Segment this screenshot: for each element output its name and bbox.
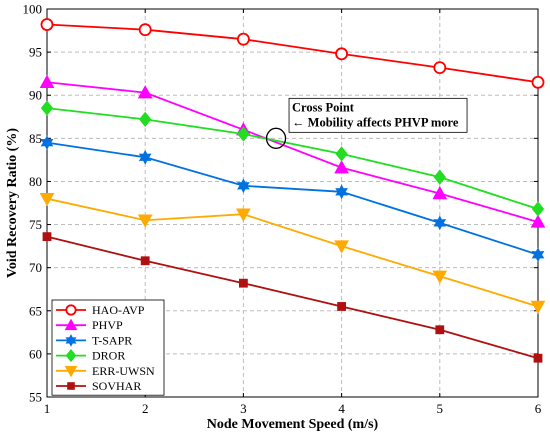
data-point-hao-avp [433, 61, 447, 75]
data-point-phvp [334, 160, 349, 174]
y-tick-label: 75 [29, 217, 42, 232]
data-point-err-uwsn [137, 214, 153, 228]
data-point-err-uwsn [39, 192, 55, 207]
data-point-sovhar [42, 232, 52, 242]
legend-entry-dror: DROR [56, 349, 125, 363]
series-line-dror [46, 107, 539, 210]
data-point-sovhar [337, 302, 347, 311]
data-point-t-sapr [433, 215, 447, 231]
data-point-err-uwsn [530, 300, 546, 314]
y-tick-label: 95 [29, 45, 42, 60]
data-point-phvp [432, 185, 448, 200]
annotation-title: Cross Point [292, 100, 355, 114]
series-line-t-sapr [46, 141, 539, 256]
data-point-sovhar [533, 353, 543, 363]
series-sovhar [42, 232, 543, 363]
data-point-err-uwsn [432, 270, 448, 284]
x-tick-label: 5 [437, 401, 444, 416]
series-line-err-uwsn [46, 197, 539, 308]
data-point-err-uwsn [334, 240, 349, 254]
data-point-phvp [39, 74, 55, 88]
y-tick-label: 80 [29, 174, 42, 189]
legend-marker-t-sapr [65, 334, 77, 347]
data-point-t-sapr [40, 135, 54, 150]
legend-entry-hao-avp: HAO-AVP [56, 303, 145, 317]
data-point-sovhar [239, 278, 248, 288]
cross-point-marker [265, 127, 287, 149]
data-point-dror [237, 126, 250, 142]
legend-label: PHVP [92, 318, 123, 332]
legend-label: DROR [92, 349, 125, 363]
legend-label: SOVHAR [92, 379, 141, 393]
legend-marker-err-uwsn [64, 365, 78, 378]
series-line-hao-avp [46, 23, 539, 84]
data-point-phvp [137, 85, 153, 99]
data-point-hao-avp [138, 23, 152, 37]
x-axis-label: Node Movement Speed (m/s) [207, 417, 379, 432]
legend-entry-t-sapr: T-SAPR [56, 333, 132, 347]
legend-label: ERR-UWSN [92, 364, 155, 378]
annotation-box [288, 97, 468, 133]
y-tick-label: 85 [29, 131, 42, 146]
x-tick-label: 3 [240, 401, 247, 416]
data-point-sovhar [140, 256, 150, 266]
y-tick-label: 60 [29, 346, 42, 361]
data-point-dror [139, 111, 152, 127]
axis-ticks: 1 2 3 4 5 6 55 60 65 70 75 80 85 90 95 100 [23, 2, 542, 417]
y-axis-label: Void Recovery Ratio (%) [5, 128, 20, 278]
data-point-t-sapr [531, 247, 545, 263]
annotation-group: Cross Point ← Mobility affects PHVP more [265, 97, 468, 149]
series-line-phvp [46, 81, 539, 223]
data-point-t-sapr [335, 184, 348, 200]
legend-label: HAO-AVP [92, 303, 145, 317]
data-point-t-sapr [138, 149, 152, 165]
data-point-hao-avp [335, 47, 349, 61]
legend-entry-phvp: PHVP [56, 318, 123, 332]
legend-box [51, 299, 165, 396]
x-tick-label: 2 [142, 401, 149, 416]
y-tick-label: 65 [29, 303, 42, 318]
series-t-sapr [40, 135, 545, 263]
data-point-phvp [530, 214, 546, 228]
data-point-err-uwsn [236, 208, 251, 222]
y-tick-label: 90 [29, 88, 42, 103]
annotation-text: ← Mobility affects PHVP more [292, 115, 459, 129]
y-tick-label: 100 [23, 2, 43, 17]
y-tick-label: 55 [29, 390, 42, 405]
data-point-sovhar [435, 325, 445, 335]
series-err-uwsn [39, 192, 546, 314]
data-point-dror [40, 100, 54, 116]
x-tick-label: 1 [44, 401, 51, 416]
data-point-dror [335, 146, 348, 162]
legend-label: T-SAPR [92, 333, 132, 347]
x-tick-label: 4 [338, 401, 345, 416]
data-point-hao-avp [531, 75, 545, 89]
data-point-t-sapr [237, 178, 250, 194]
series-line-sovhar [46, 235, 539, 360]
data-point-dror [433, 169, 446, 185]
legend-marker-sovhar [67, 382, 75, 390]
data-point-hao-avp [40, 18, 54, 31]
series-group [39, 18, 546, 363]
legend-entry-err-uwsn: ERR-UWSN [56, 364, 155, 378]
legend-marker-phvp [64, 318, 78, 331]
legend-marker-dror [65, 349, 77, 363]
legend-marker-hao-avp [65, 304, 77, 316]
x-tick-label: 6 [535, 401, 542, 416]
series-hao-avp [40, 18, 545, 89]
legend-entry-sovhar: SOVHAR [56, 379, 141, 393]
series-dror [40, 100, 545, 217]
data-point-dror [531, 201, 545, 217]
data-point-hao-avp [236, 32, 250, 46]
y-tick-label: 70 [29, 260, 42, 275]
